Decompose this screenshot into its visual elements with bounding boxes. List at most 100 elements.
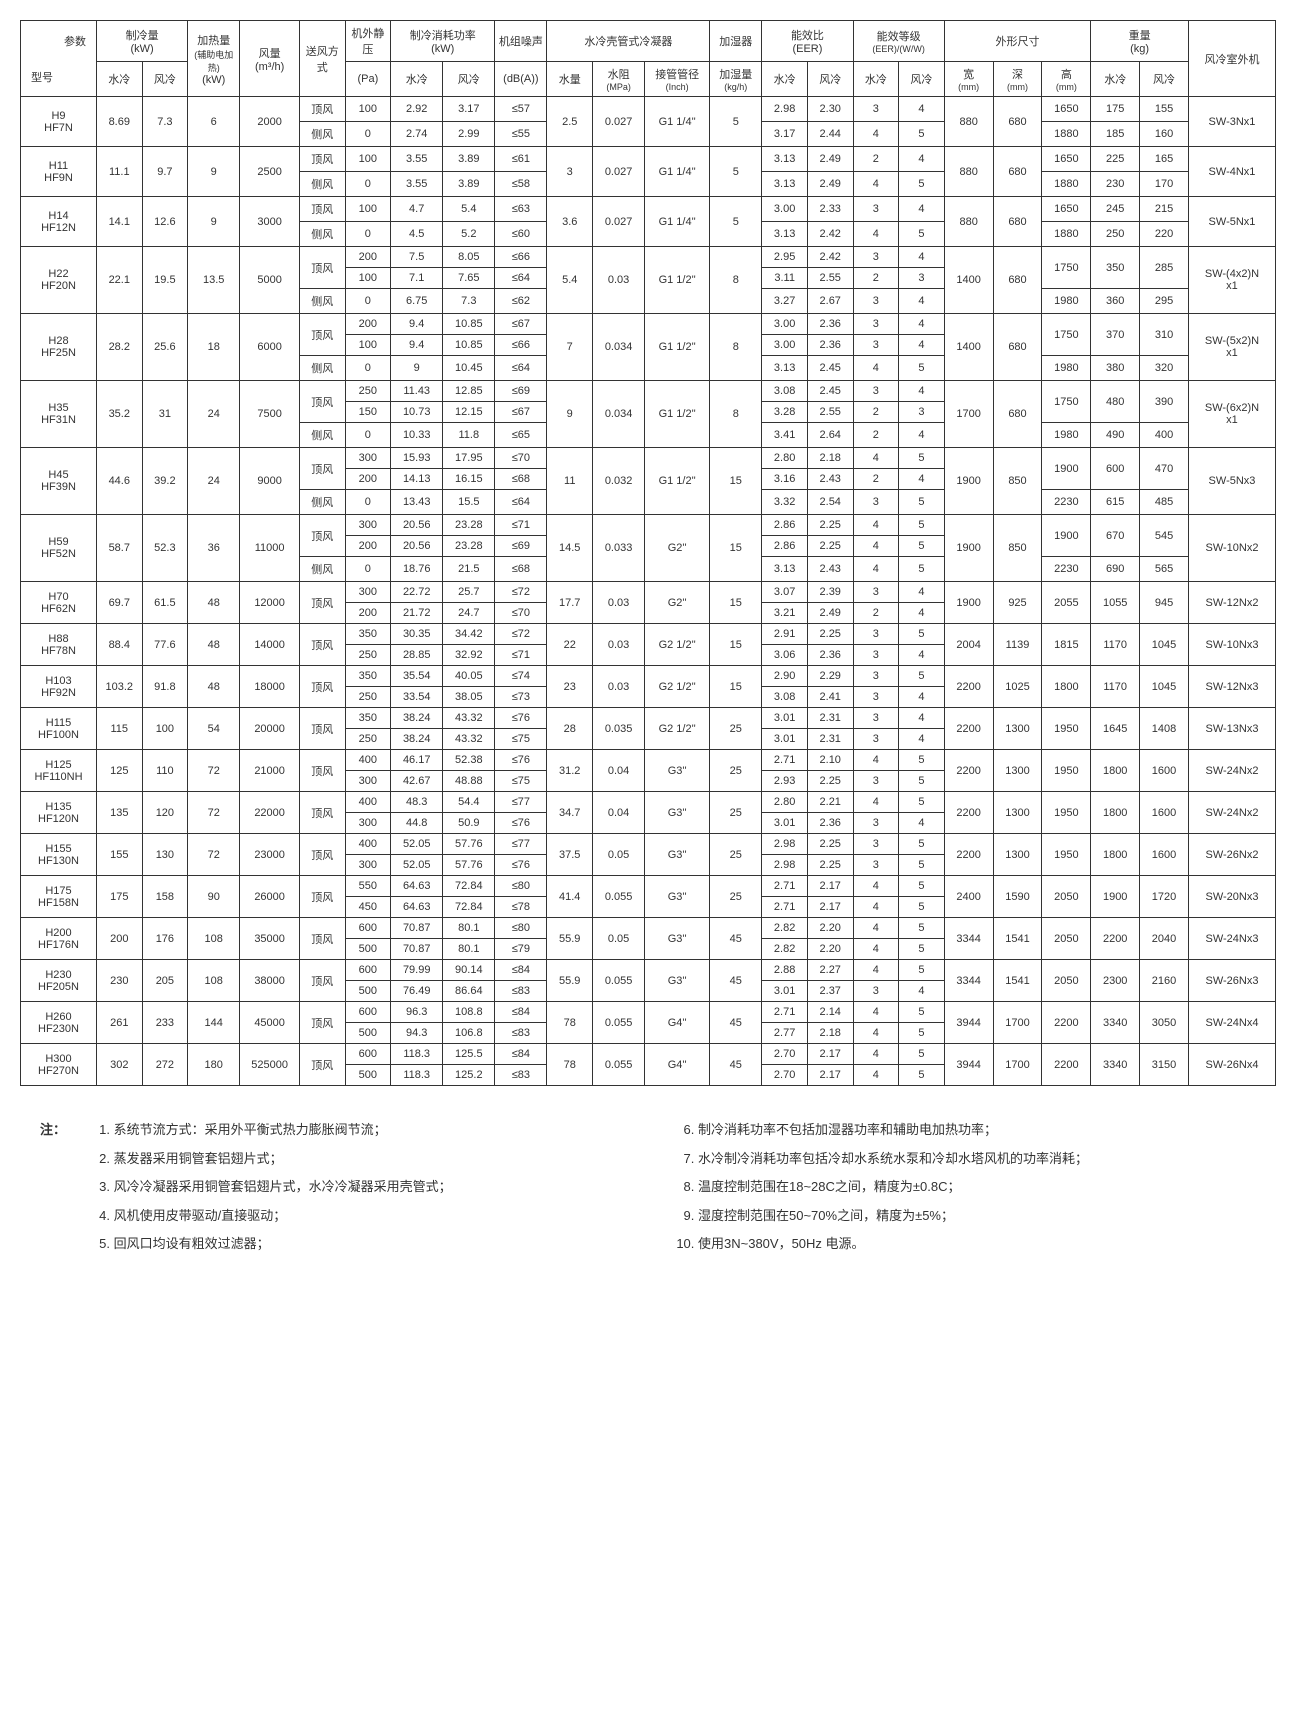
cell: 2.39 <box>807 582 853 603</box>
cell: 4 <box>853 557 899 582</box>
cell: 54 <box>188 708 240 750</box>
cell: 1045 <box>1140 666 1189 708</box>
cell: 1590 <box>993 876 1042 918</box>
cell: 8 <box>710 381 762 448</box>
table-row: H135 HF120N1351207222000顶风40048.354.4≤77… <box>21 792 1276 813</box>
table-row: H103 HF92N103.291.84818000顶风35035.5440.0… <box>21 666 1276 687</box>
cell: ≤65 <box>495 423 547 448</box>
h-cc: 制冷量 <box>99 27 185 43</box>
cell: 4 <box>899 603 945 624</box>
cell: 72 <box>188 750 240 792</box>
cell: 7500 <box>240 381 300 448</box>
cell: 2.18 <box>807 448 853 469</box>
cell: 250 <box>345 381 391 402</box>
cell: 14.5 <box>547 515 593 582</box>
cell: SW-(6x2)N x1 <box>1188 381 1275 448</box>
cell: 7.65 <box>443 268 495 289</box>
cell: 3340 <box>1091 1044 1140 1086</box>
cell: G2 1/2'' <box>645 624 710 666</box>
cell: 顶风 <box>299 515 345 557</box>
cell: G2 1/2'' <box>645 708 710 750</box>
cell: 3 <box>853 981 899 1002</box>
cell: 64.63 <box>391 897 443 918</box>
cell: 680 <box>993 197 1042 247</box>
cell: 180 <box>188 1044 240 1086</box>
cell: 12.6 <box>142 197 188 247</box>
cell: 顶风 <box>299 197 345 222</box>
cell: 2200 <box>944 708 993 750</box>
h-w3: 水冷 <box>762 62 808 97</box>
cell: 顶风 <box>299 381 345 423</box>
h-kw: (kW) <box>99 43 185 55</box>
cell: 176 <box>142 918 188 960</box>
note-item: 风冷冷凝器采用铜管套铝翅片式，水冷冷凝器采用壳管式； <box>114 1173 452 1202</box>
cell: 0.034 <box>593 314 645 381</box>
cell: 170 <box>1140 172 1189 197</box>
cell: 侧风 <box>299 122 345 147</box>
cell: 100 <box>345 197 391 222</box>
cell: 0.03 <box>593 666 645 708</box>
cell: 70.87 <box>391 939 443 960</box>
cell: 8.69 <box>96 97 142 147</box>
cell: 2.70 <box>762 1065 808 1086</box>
cell: 3 <box>547 147 593 197</box>
cell: 3.89 <box>443 147 495 172</box>
cell: 1645 <box>1091 708 1140 750</box>
cell: 40.05 <box>443 666 495 687</box>
table-row: H45 HF39N44.639.2249000顶风30015.9317.95≤7… <box>21 448 1276 469</box>
cell: 108 <box>188 918 240 960</box>
cell: ≤75 <box>495 729 547 750</box>
cell: 300 <box>345 515 391 536</box>
h-height: 高 <box>1044 66 1088 82</box>
cell: 380 <box>1091 356 1140 381</box>
cell: 5 <box>899 448 945 469</box>
cell: 10.45 <box>443 356 495 381</box>
cell: 2050 <box>1042 918 1091 960</box>
cell: 150 <box>345 402 391 423</box>
cell: 2.17 <box>807 876 853 897</box>
cell: 69.7 <box>96 582 142 624</box>
cell: 0.034 <box>593 381 645 448</box>
cell: 3.06 <box>762 645 808 666</box>
cell: SW-10Nx3 <box>1188 624 1275 666</box>
cell: 1980 <box>1042 356 1091 381</box>
cell: 100 <box>142 708 188 750</box>
cell: 15 <box>710 666 762 708</box>
cell: 600 <box>345 960 391 981</box>
cell: 2.36 <box>807 645 853 666</box>
cell: 2.41 <box>807 687 853 708</box>
cell: 4 <box>899 469 945 490</box>
cell: 1600 <box>1140 792 1189 834</box>
cell: 10.85 <box>443 335 495 356</box>
table-row: H260 HF230N26123314445000顶风60096.3108.8≤… <box>21 1002 1276 1023</box>
cell: 200 <box>345 536 391 557</box>
cell: ≤70 <box>495 448 547 469</box>
notes-label: 注： <box>40 1116 90 1145</box>
h-pc: 制冷消耗功率 <box>393 27 492 43</box>
cell: 顶风 <box>299 147 345 172</box>
h-kw3: (kW) <box>393 43 492 55</box>
cell: 1980 <box>1042 423 1091 448</box>
cell: 2.25 <box>807 624 853 645</box>
cell: 4 <box>853 122 899 147</box>
cell: 300 <box>345 448 391 469</box>
h-w2: 水冷 <box>391 62 443 97</box>
cell: ≤74 <box>495 666 547 687</box>
cell: 100 <box>345 335 391 356</box>
cell: ≤77 <box>495 792 547 813</box>
cell: G3'' <box>645 960 710 1002</box>
cell: 850 <box>993 448 1042 515</box>
cell: 3.11 <box>762 268 808 289</box>
cell: 23 <box>547 666 593 708</box>
cell: 2 <box>853 147 899 172</box>
cell: 2.29 <box>807 666 853 687</box>
cell: SW-4Nx1 <box>1188 147 1275 197</box>
cell: 2200 <box>1042 1044 1091 1086</box>
cell: 7.3 <box>142 97 188 147</box>
cell: 10.33 <box>391 423 443 448</box>
cell: 2.71 <box>762 897 808 918</box>
cell: 5 <box>899 960 945 981</box>
cell: 2.20 <box>807 939 853 960</box>
cell: 5 <box>899 1002 945 1023</box>
cell: 2.10 <box>807 750 853 771</box>
